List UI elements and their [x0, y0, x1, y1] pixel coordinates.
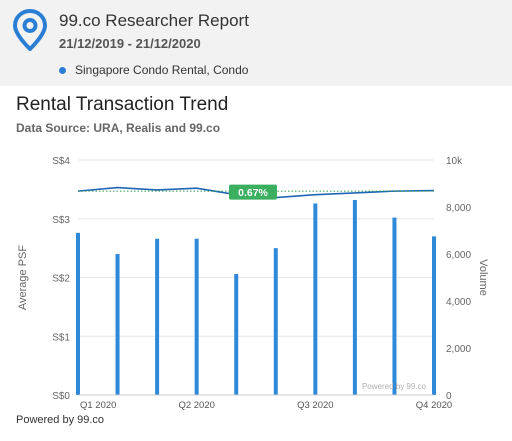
y-right-tick-label: 2,000: [446, 344, 471, 355]
y-left-tick-label: S$1: [52, 332, 70, 343]
volume-bar: [115, 254, 120, 395]
footer-powered-by: Powered by 99.co: [16, 414, 105, 426]
y-left-tick-label: S$2: [52, 274, 70, 285]
y-left-tick-label: S$3: [52, 215, 70, 226]
y-left-axis-title: Average PSF: [17, 245, 29, 311]
report-header: 99.co Researcher Report 21/12/2019 - 21/…: [0, 0, 512, 86]
rental-trend-chart: S$0 S$1 S$2 S$3 S$4 0 2,000 4,000 6,000 8,000 10k A…: [17, 156, 489, 411]
y-right-tick-label: 6,000: [446, 250, 471, 261]
y-right-tick-label: 8,000: [446, 203, 471, 214]
y-right-tick-label: 10k: [446, 156, 463, 167]
volume-bar: [76, 232, 80, 395]
volume-bar: [155, 238, 160, 395]
volume-bar: [273, 248, 278, 395]
volume-bar: [234, 273, 239, 395]
volume-bar: [194, 238, 199, 395]
x-tick-label: Q1 2020: [80, 400, 116, 411]
report-date-range: 21/12/2019 - 21/12/2020: [59, 36, 201, 51]
series-legend: Singapore Condo Rental, Condo: [59, 63, 248, 77]
legend-dot-icon: [59, 66, 66, 74]
trend-change-badge: [229, 184, 277, 200]
chart-title: Rental Transaction Trend: [16, 94, 229, 115]
report-title: 99.co Researcher Report: [59, 11, 249, 30]
x-tick-label: Q4 2020: [416, 400, 452, 411]
location-pin-logo-icon: [13, 9, 47, 51]
volume-bar: [392, 217, 397, 395]
chart-subtitle: Data Source: URA, Realis and 99.co: [16, 121, 221, 135]
y-left-tick-label: S$0: [52, 391, 70, 402]
chart-watermark: Powered by 99.co: [362, 382, 427, 391]
volume-bar: [313, 203, 318, 395]
volume-bar: [432, 236, 436, 395]
volume-bar: [352, 199, 357, 395]
y-left-tick-label: S$4: [52, 156, 70, 167]
x-tick-label: Q2 2020: [178, 400, 214, 411]
legend-label: Singapore Condo Rental, Condo: [75, 63, 249, 77]
trend-change-label: 0.67%: [238, 187, 268, 199]
y-right-tick-label: 0: [446, 391, 452, 402]
x-tick-label: Q3 2020: [297, 400, 333, 411]
y-right-tick-label: 4,000: [446, 297, 471, 308]
y-right-axis-title: Volume: [477, 259, 489, 296]
